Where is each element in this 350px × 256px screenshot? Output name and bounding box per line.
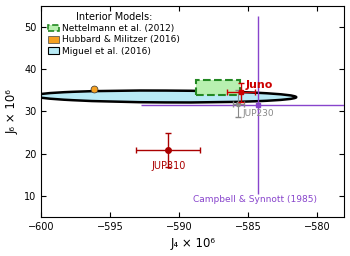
- Bar: [196, 80, 240, 95]
- Legend: Nettelmann et al. (2012), Hubbard & Militzer (2016), Miguel et al. (2016): Nettelmann et al. (2012), Hubbard & Mili…: [46, 10, 182, 57]
- Y-axis label: J₆ × 10⁶: J₆ × 10⁶: [6, 89, 19, 134]
- Ellipse shape: [35, 91, 296, 102]
- Text: Juno: Juno: [245, 80, 273, 90]
- Text: JUP230: JUP230: [243, 109, 274, 118]
- X-axis label: J₄ × 10⁶: J₄ × 10⁶: [170, 238, 215, 250]
- Text: Campbell & Synnott (1985): Campbell & Synnott (1985): [193, 195, 317, 204]
- Text: JUP310: JUP310: [152, 161, 186, 171]
